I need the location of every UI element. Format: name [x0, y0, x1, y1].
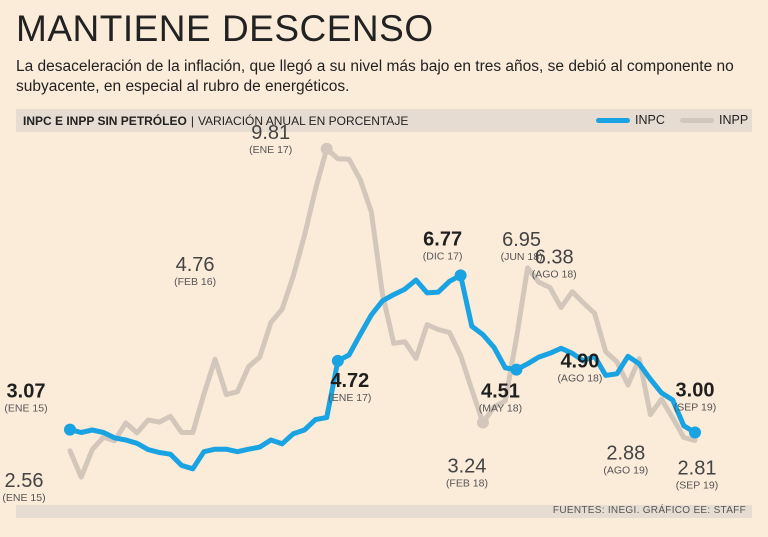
- header-separator: |: [190, 114, 194, 128]
- legend-swatch-inpc: [596, 117, 630, 123]
- legend-inpp: INPP: [680, 113, 748, 127]
- data-label-date: (ENE 17): [249, 144, 292, 156]
- data-label-value: 6.77: [423, 228, 462, 250]
- header-series-label: INPC E INPP SIN PETRÓLEO: [23, 114, 187, 128]
- legend-label-inpp: INPP: [719, 113, 749, 127]
- point-marker-inpc: [454, 269, 467, 282]
- point-marker-inpp: [320, 142, 333, 155]
- footer-bar: FUENTES: INEGI. GRÁFICO EE: STAFF: [16, 505, 752, 518]
- data-label-value: 2.88: [606, 443, 645, 465]
- data-label-date: (FEB 16): [174, 276, 216, 288]
- data-label-value: 6.38: [535, 247, 574, 269]
- legend-label-inpc: INPC: [635, 113, 665, 127]
- data-label-value: 3.07: [7, 381, 46, 403]
- data-label-value: 4.72: [330, 370, 369, 392]
- legend-swatch-inpp: [680, 117, 714, 123]
- data-label-date: (SEP 19): [674, 402, 716, 414]
- data-label-date: (DIC 17): [423, 250, 463, 262]
- data-label-value: 3.00: [676, 380, 715, 402]
- data-label-date: (SEP 19): [676, 479, 718, 491]
- data-label-value: 4.76: [176, 254, 215, 276]
- legend-inpc: INPC: [596, 113, 665, 127]
- data-label-value: 4.51: [481, 381, 520, 403]
- data-label-date: (AGO 18): [532, 269, 577, 281]
- data-label-value: 6.95: [502, 229, 541, 251]
- data-label-date: (ENE 15): [4, 403, 47, 415]
- point-marker-inpc: [64, 423, 76, 436]
- data-label-date: (ENE 15): [2, 492, 45, 504]
- data-label-value: 9.81: [251, 122, 290, 144]
- data-label-value: 3.24: [447, 456, 486, 478]
- header-label: INPC E INPP SIN PETRÓLEO | VARIACIÓN ANUAL…: [23, 114, 408, 128]
- source-note: FUENTES: INEGI. GRÁFICO EE: STAFF: [552, 505, 746, 516]
- data-label-date: (FEB 18): [446, 478, 488, 490]
- data-label-date: (JUN 18): [501, 251, 543, 263]
- data-label-value: 2.56: [5, 470, 44, 492]
- chart-title: MANTIENE DESCENSO: [16, 8, 434, 49]
- data-label-date: (AGO 19): [603, 465, 648, 477]
- data-label-value: 4.90: [560, 350, 599, 372]
- point-marker-inpc: [689, 426, 701, 439]
- data-label-date: (MAY 18): [479, 403, 522, 415]
- series-line-inpp: [67, 146, 698, 480]
- point-marker-inpc: [331, 354, 344, 367]
- point-marker-inpc: [510, 363, 523, 376]
- chart-subtitle: La desaceleración de la inflación, que l…: [16, 58, 734, 95]
- data-label-date: (ENE 17): [328, 392, 371, 404]
- data-label-date: (AGO 18): [557, 372, 602, 384]
- series-line-inpc: [67, 272, 698, 472]
- data-label-value: 2.81: [678, 457, 717, 479]
- point-marker-inpp: [476, 416, 489, 429]
- header-bar: INPC E INPP SIN PETRÓLEO | VARIACIÓN ANUAL…: [16, 109, 752, 132]
- header-unit-label: VARIACIÓN ANUAL EN PORCENTAJE: [197, 114, 409, 128]
